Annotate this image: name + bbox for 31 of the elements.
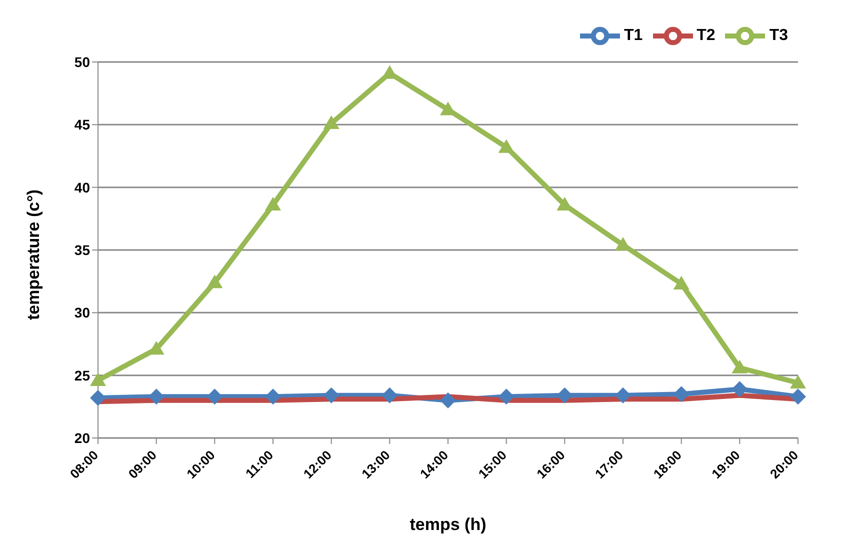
point (90, 390, 106, 406)
point (498, 139, 514, 153)
y-tick-label: 35 (74, 242, 90, 258)
point (323, 387, 340, 404)
y-tick-label: 45 (74, 116, 90, 133)
point (206, 388, 223, 405)
point (148, 388, 164, 405)
y-tick-label: 50 (74, 54, 90, 70)
point (440, 392, 456, 408)
point (206, 274, 223, 288)
y-tick-label: 20 (74, 430, 90, 446)
y-tick-label: 25 (74, 367, 90, 384)
legend-label: T3 (769, 27, 788, 44)
point (732, 381, 748, 398)
x-axis-title: temps (h) (410, 515, 486, 534)
y-axis-title: temperature (c°) (24, 189, 44, 320)
point (790, 388, 806, 405)
point (790, 374, 806, 388)
y-tick-label: 40 (74, 179, 90, 196)
point (265, 196, 281, 210)
point (382, 387, 398, 404)
point (498, 388, 514, 405)
point (732, 360, 748, 374)
legend-label: T2 (696, 27, 716, 44)
point (265, 388, 281, 405)
y-tick-label: 30 (74, 304, 90, 321)
point (90, 372, 106, 386)
point (615, 387, 631, 404)
point (673, 276, 690, 290)
legend-label: T1 (624, 27, 643, 44)
point (323, 115, 340, 130)
